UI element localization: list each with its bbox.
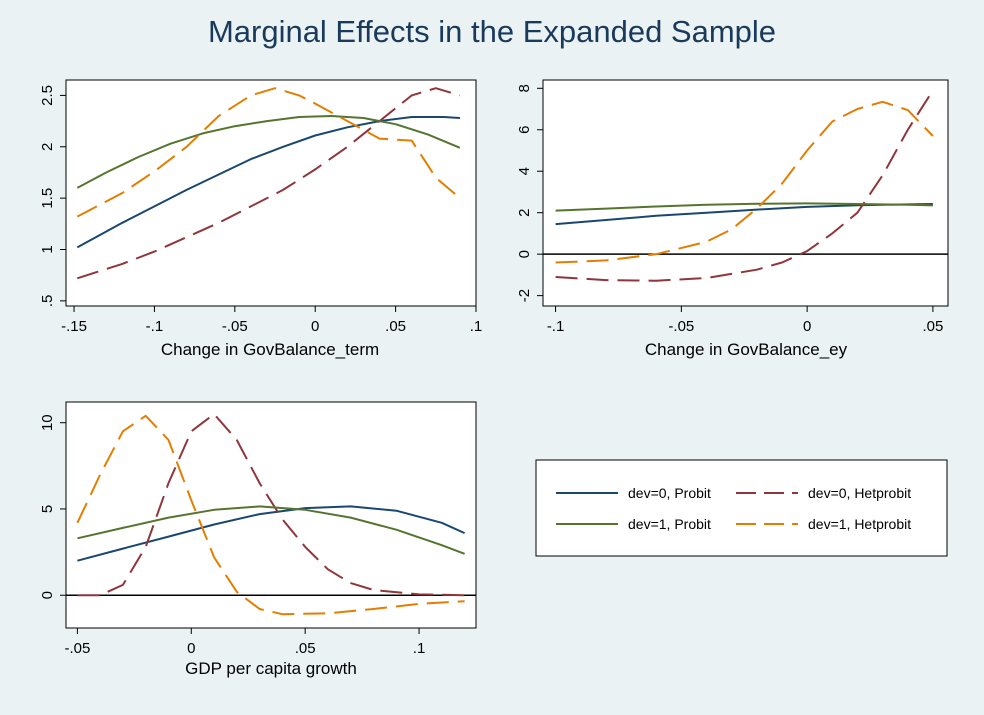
y-tick-label: 10 [39,414,56,431]
chart-title: Marginal Effects in the Expanded Sample [207,14,777,49]
series-line-2 [555,89,934,282]
y-tick-label: -2 [516,289,533,302]
x-tick-label: .1 [413,640,426,657]
legend-label-4: dev=1, Hetprobit [808,516,911,532]
x-axis-label: GDP per capita growth [185,659,357,678]
series-line-3 [76,115,461,189]
legend: dev=0, Probit dev=0, Hetprobit dev=1, Prob… [535,459,948,557]
x-tick-label: -.15 [61,318,87,335]
y-tick-label: 2 [39,143,56,151]
y-tick-label: 2.5 [39,85,56,106]
x-tick-label: .1 [470,318,483,335]
series-line-3 [555,202,933,212]
legend-label-3: dev=1, Probit [628,516,711,532]
legend-label-1: dev=0, Probit [628,485,711,501]
plot-area [542,79,949,307]
series-line-2 [76,87,461,280]
x-axis-label: Change in GovBalance_term [161,340,379,359]
y-tick-label: 6 [516,126,533,134]
y-tick-label: 1.5 [39,188,56,209]
plot-area [65,79,477,307]
y-tick-label: 0 [516,250,533,258]
x-tick-label: .05 [922,318,943,335]
y-tick-label: 0 [39,591,56,599]
x-tick-label: .05 [295,640,316,657]
plot-panel-2: -2 0 2 4 6 8 -.1 -.05 0 .05 Change in GovBalance_e… [516,79,949,359]
series-line-3 [77,505,465,555]
y-tick-label: 5 [39,505,56,513]
x-tick-label: 0 [803,318,811,335]
x-tick-label: -.05 [64,640,90,657]
y-tick-label: 1 [39,245,56,253]
series-line-1 [76,116,460,249]
y-tick-label: 4 [516,167,533,175]
series-line-4 [555,100,934,264]
x-axis-label: Change in GovBalance_ey [645,340,848,359]
x-tick-label: -.1 [146,318,164,335]
y-tick-label: 8 [516,84,533,92]
x-tick-label: -.1 [547,318,565,335]
y-tick-label: 2 [516,209,533,217]
x-tick-label: -.05 [222,318,248,335]
y-tick-label: .5 [39,295,56,308]
x-tick-label: 0 [311,318,319,335]
series-line-4 [76,414,465,616]
plot-panel-1: .5 1 1.5 2 2.5 -.15 -.1 -.05 0 .05 .1 Change in Gov… [39,79,483,359]
series-line-2 [77,413,465,597]
series-line-4 [76,87,461,218]
series-line-1 [77,505,466,562]
x-tick-label: 0 [187,640,195,657]
x-tick-label: -.05 [668,318,694,335]
x-tick-label: .05 [385,318,406,335]
legend-box [535,459,948,557]
legend-label-2: dev=0, Hetprobit [808,485,911,501]
plot-panel-3: 0 5 10 -.05 0 .05 .1 GDP per capita growth [39,401,477,678]
